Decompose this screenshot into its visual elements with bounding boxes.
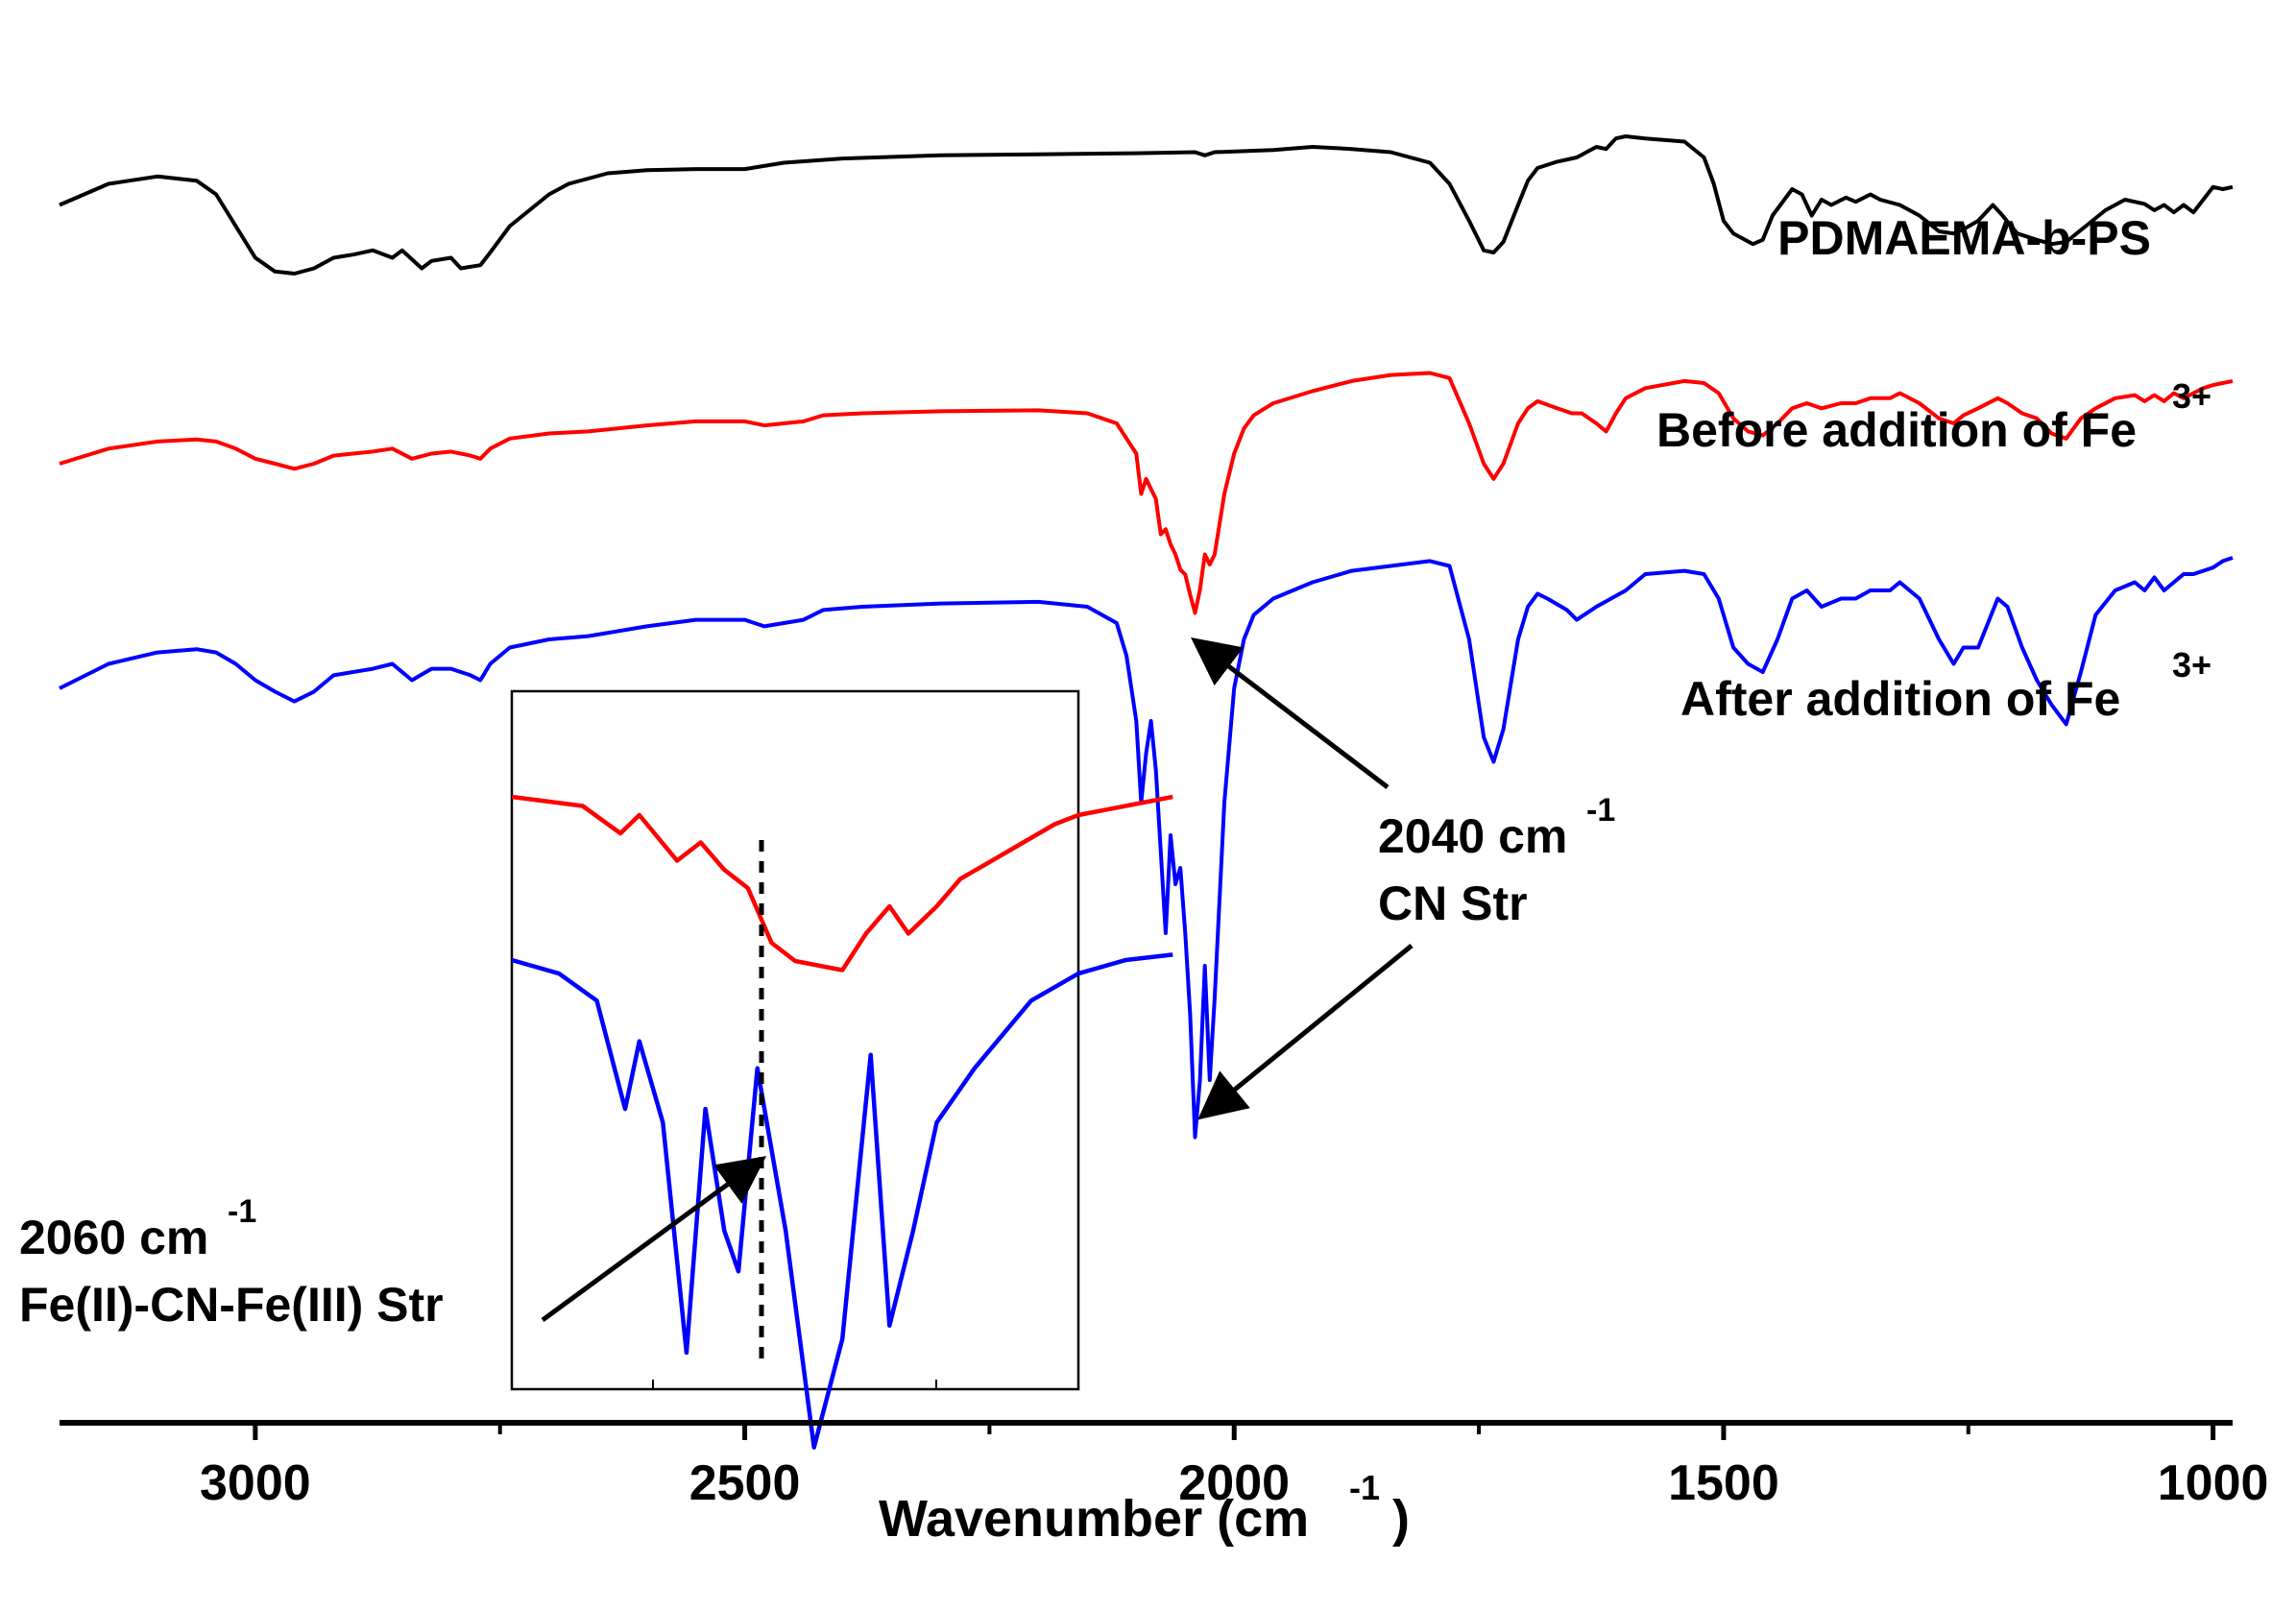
svg-text:3+: 3+	[2172, 645, 2211, 685]
svg-text:Wavenumber (cm: Wavenumber (cm	[879, 1490, 1309, 1548]
inset-ticks	[652, 1380, 937, 1389]
main-series-group	[59, 134, 2234, 1140]
svg-text:-1: -1	[1349, 1468, 1380, 1507]
svg-text:Fe(II)-CN-Fe(III) Str: Fe(II)-CN-Fe(III) Str	[19, 1278, 444, 1332]
x-axis-ticks: 3000 2500 2000 1500 1000	[200, 1423, 2268, 1511]
series-line-2	[59, 556, 2234, 1140]
series-label-before: Before addition of Fe 3+	[1656, 376, 2211, 457]
x-tick-label: 3000	[200, 1455, 311, 1511]
series-label-after: After addition of Fe 3+	[1680, 645, 2211, 726]
inset-series-group	[512, 797, 1172, 1448]
svg-text:Before addition of Fe: Before addition of Fe	[1656, 403, 2137, 457]
inset-series-line-1	[512, 954, 1172, 1447]
series-label-pdmaema: PDMAEMA-b-PS	[1777, 211, 2151, 265]
svg-text:): )	[1392, 1490, 1410, 1548]
series-line-0	[59, 134, 2234, 276]
svg-text:After addition of Fe: After addition of Fe	[1680, 672, 2120, 726]
annotation-cn-stretch: 2040 cm -1 CN Str	[1378, 792, 1615, 930]
svg-text:-1: -1	[228, 1193, 256, 1230]
series-line-1	[59, 371, 2234, 615]
arrow-cn-lower	[1197, 944, 1414, 1120]
svg-text:-1: -1	[1586, 792, 1615, 829]
svg-text:2060 cm: 2060 cm	[19, 1211, 208, 1264]
x-axis-title: Wavenumber (cm -1 )	[879, 1468, 1410, 1548]
svg-text:3+: 3+	[2172, 376, 2211, 416]
arrow-bridge	[541, 1156, 767, 1323]
svg-text:CN Str: CN Str	[1378, 877, 1528, 930]
x-tick-label: 1500	[1668, 1455, 1779, 1511]
inset-frame	[510, 689, 1080, 1391]
svg-text:PDMAEMA-b-PS: PDMAEMA-b-PS	[1777, 211, 2151, 265]
x-tick-label: 2000	[1178, 1455, 1290, 1511]
svg-text:2040 cm: 2040 cm	[1378, 809, 1567, 863]
arrow-cn-upper	[1191, 637, 1390, 789]
x-tick-label: 1000	[2158, 1455, 2269, 1511]
annotation-bridge-stretch: 2060 cm -1 Fe(II)-CN-Fe(III) Str	[19, 1193, 444, 1332]
x-tick-label: 2500	[689, 1455, 801, 1511]
inset-series-line-0	[512, 797, 1172, 971]
